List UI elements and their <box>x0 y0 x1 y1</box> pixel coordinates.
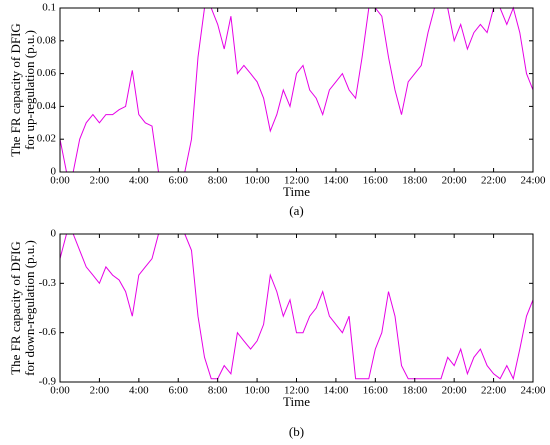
y-tick-label: 0 <box>51 166 57 178</box>
y-axis-label: for up-regulation (p.u.) <box>22 30 37 150</box>
x-tick-label: 4:00 <box>129 385 149 397</box>
x-tick-label: 16:00 <box>363 175 389 187</box>
x-tick-label: 20:00 <box>442 385 468 397</box>
x-tick-label: 18:00 <box>402 175 428 187</box>
y-tick-label: -0.9 <box>39 376 57 388</box>
x-tick-label: 20:00 <box>442 175 468 187</box>
x-tick-label: 8:00 <box>208 175 228 187</box>
x-tick-label: 6:00 <box>168 175 188 187</box>
x-tick-label: 22:00 <box>481 385 507 397</box>
y-tick-label: -0.6 <box>39 326 57 338</box>
x-tick-label: 24:00 <box>520 175 546 187</box>
panel-label: (a) <box>289 203 303 218</box>
y-axis-label: The FR capacity of DFIG <box>8 23 23 157</box>
y-tick-label: 0.1 <box>42 2 56 14</box>
x-tick-label: 10:00 <box>245 175 271 187</box>
x-tick-label: 0:00 <box>50 385 70 397</box>
x-tick-label: 14:00 <box>323 175 349 187</box>
x-tick-label: 18:00 <box>402 385 428 397</box>
plot-frame <box>59 233 534 383</box>
data-line <box>59 233 534 381</box>
x-tick-label: 4:00 <box>129 175 149 187</box>
x-tick-label: 8:00 <box>208 385 228 397</box>
y-tick-label: -0.3 <box>39 277 57 289</box>
x-tick-label: 2:00 <box>90 175 110 187</box>
x-tick-label: 16:00 <box>363 385 389 397</box>
x-tick-label: 2:00 <box>90 385 110 397</box>
plot-frame <box>59 7 534 173</box>
x-tick-label: 22:00 <box>481 175 507 187</box>
x-tick-label: 12:00 <box>284 175 310 187</box>
panel-label: (b) <box>289 424 304 439</box>
x-tick-label: 14:00 <box>323 385 349 397</box>
y-tick-label: 0 <box>51 228 57 240</box>
x-tick-label: 10:00 <box>245 385 271 397</box>
y-axis-label: for down-regulation (p.u.) <box>22 240 37 376</box>
x-tick-label: 0:00 <box>50 175 70 187</box>
y-tick-label: 0.02 <box>37 133 56 145</box>
y-tick-label: 0.06 <box>37 67 57 79</box>
y-axis-label: The FR capacity of DFIG <box>8 241 23 375</box>
x-tick-label: 24:00 <box>520 385 546 397</box>
y-tick-label: 0.08 <box>37 34 57 46</box>
x-tick-label: 12:00 <box>284 385 310 397</box>
x-tick-label: 6:00 <box>168 385 188 397</box>
x-axis-label: Time <box>283 184 310 199</box>
x-axis-label: Time <box>283 394 310 409</box>
data-line <box>59 6 534 173</box>
y-tick-label: 0.04 <box>37 100 57 112</box>
